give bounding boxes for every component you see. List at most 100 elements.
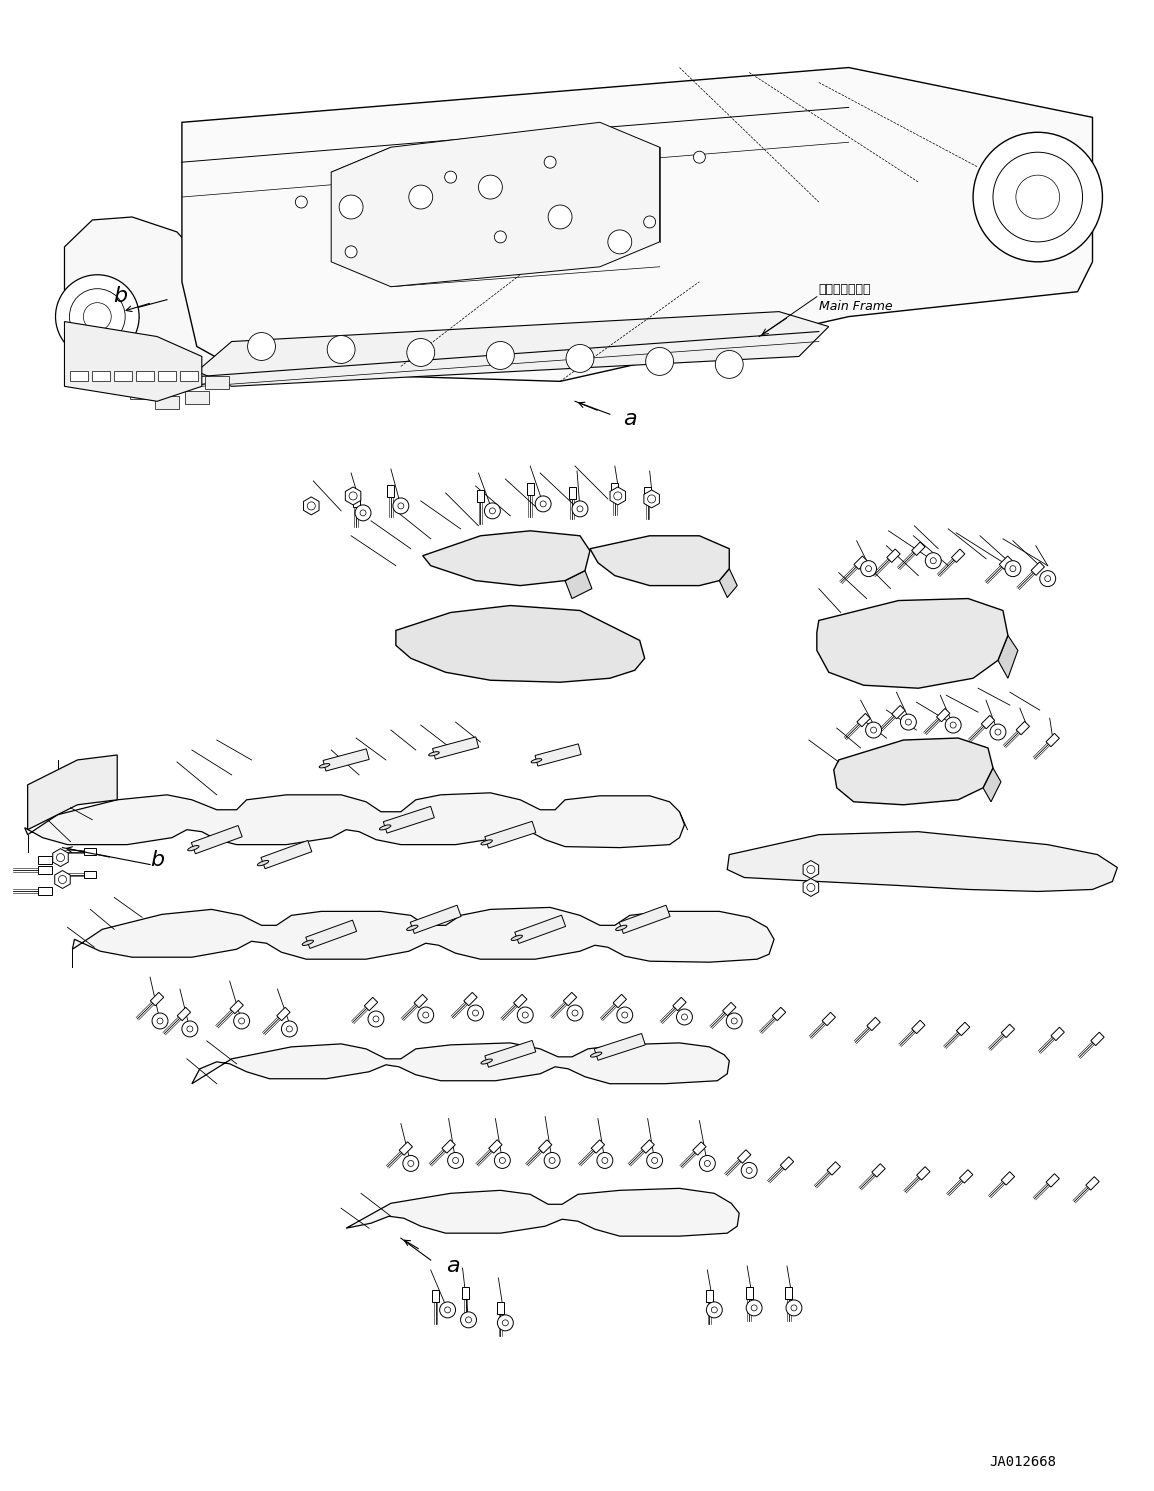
Polygon shape (100, 371, 125, 385)
Ellipse shape (320, 763, 330, 768)
Polygon shape (477, 491, 484, 502)
Ellipse shape (511, 935, 523, 941)
Polygon shape (912, 543, 926, 556)
Polygon shape (433, 737, 479, 759)
Polygon shape (230, 1000, 243, 1014)
Circle shape (407, 1160, 414, 1166)
Polygon shape (442, 1139, 456, 1153)
Circle shape (295, 195, 307, 209)
Polygon shape (462, 1287, 469, 1299)
Circle shape (467, 1005, 484, 1021)
Polygon shape (610, 488, 625, 505)
Ellipse shape (302, 941, 314, 945)
Polygon shape (1051, 1027, 1064, 1041)
Polygon shape (399, 1142, 412, 1156)
Polygon shape (331, 122, 660, 286)
Polygon shape (644, 488, 651, 499)
Polygon shape (28, 754, 118, 829)
Circle shape (747, 1300, 762, 1317)
Ellipse shape (257, 860, 269, 866)
Circle shape (540, 501, 546, 507)
Polygon shape (817, 598, 1007, 689)
Circle shape (328, 335, 355, 364)
Circle shape (418, 1006, 434, 1023)
Circle shape (930, 558, 936, 564)
Text: a: a (623, 409, 637, 429)
Circle shape (59, 875, 67, 884)
Ellipse shape (615, 926, 627, 930)
Ellipse shape (406, 926, 418, 930)
Circle shape (572, 501, 587, 517)
Circle shape (239, 1018, 245, 1024)
Polygon shape (569, 488, 576, 499)
Polygon shape (719, 568, 737, 598)
Circle shape (465, 1317, 472, 1323)
Circle shape (1016, 174, 1059, 219)
Polygon shape (706, 1290, 713, 1302)
Circle shape (355, 505, 370, 520)
Polygon shape (912, 1020, 926, 1033)
Circle shape (973, 133, 1102, 262)
Circle shape (682, 1014, 688, 1020)
Circle shape (1005, 561, 1021, 577)
Polygon shape (411, 905, 462, 933)
Polygon shape (1002, 1024, 1014, 1038)
Circle shape (422, 1012, 429, 1018)
Polygon shape (644, 491, 659, 508)
Polygon shape (488, 1139, 502, 1153)
Polygon shape (24, 793, 684, 847)
Polygon shape (620, 905, 670, 933)
Circle shape (409, 185, 433, 209)
Circle shape (248, 332, 276, 361)
Circle shape (444, 171, 457, 183)
Polygon shape (38, 887, 52, 896)
Circle shape (489, 508, 495, 514)
Polygon shape (114, 371, 133, 382)
Polygon shape (613, 994, 627, 1008)
Circle shape (373, 1015, 379, 1021)
Polygon shape (998, 635, 1018, 678)
Polygon shape (565, 571, 592, 598)
Text: b: b (113, 286, 127, 306)
Polygon shape (1031, 562, 1044, 576)
Circle shape (152, 1012, 168, 1029)
Polygon shape (612, 483, 619, 495)
Polygon shape (353, 495, 360, 507)
Polygon shape (155, 397, 179, 409)
Circle shape (790, 1305, 797, 1311)
Polygon shape (727, 832, 1117, 892)
Polygon shape (38, 856, 52, 863)
Polygon shape (591, 1139, 605, 1153)
Polygon shape (1091, 1032, 1104, 1045)
Circle shape (500, 1157, 505, 1163)
Polygon shape (485, 1041, 535, 1068)
Circle shape (900, 714, 916, 731)
Polygon shape (1046, 1173, 1059, 1187)
Polygon shape (959, 1170, 973, 1182)
Ellipse shape (591, 1053, 602, 1057)
Polygon shape (803, 860, 818, 878)
Polygon shape (65, 218, 241, 391)
Circle shape (616, 1006, 632, 1023)
Polygon shape (346, 1188, 740, 1236)
Polygon shape (590, 535, 729, 586)
Ellipse shape (428, 751, 440, 756)
Circle shape (577, 505, 583, 511)
Polygon shape (803, 878, 818, 896)
Polygon shape (383, 807, 434, 833)
Polygon shape (951, 549, 965, 562)
Circle shape (726, 1012, 742, 1029)
Polygon shape (54, 871, 70, 889)
Circle shape (523, 1012, 529, 1018)
Circle shape (866, 722, 882, 738)
Circle shape (349, 492, 357, 499)
Polygon shape (1046, 734, 1059, 747)
Circle shape (460, 1312, 477, 1328)
Circle shape (646, 347, 674, 376)
Polygon shape (983, 768, 1001, 802)
Polygon shape (957, 1023, 969, 1036)
Circle shape (187, 1026, 193, 1032)
Polygon shape (867, 1017, 881, 1030)
Circle shape (398, 502, 404, 508)
Polygon shape (365, 997, 377, 1011)
